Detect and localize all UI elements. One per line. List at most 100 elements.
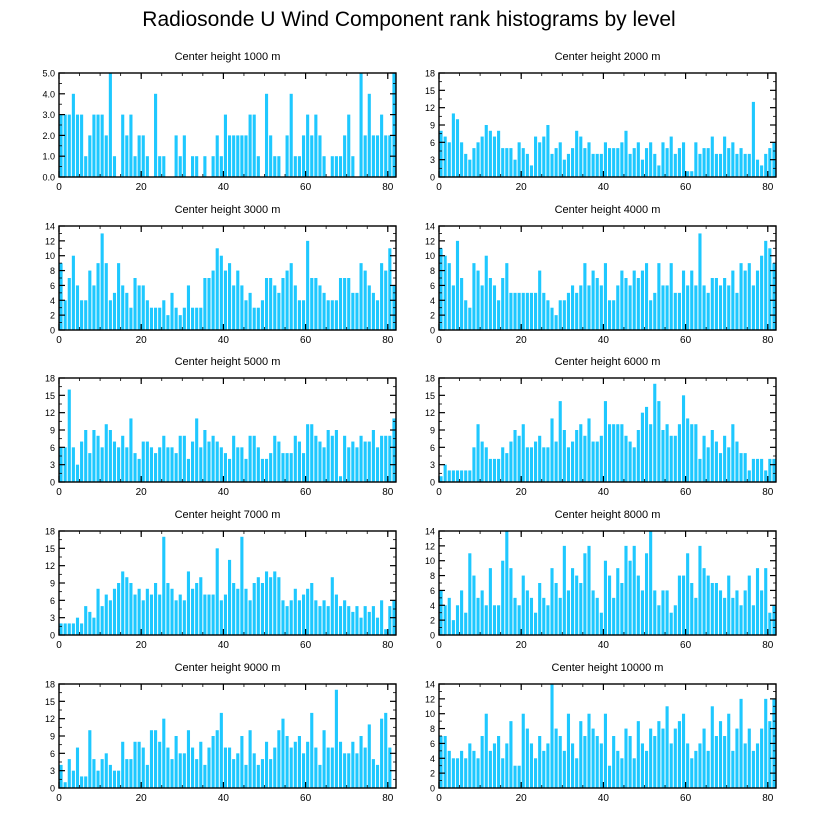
histogram-bar xyxy=(509,292,513,330)
histogram-bar xyxy=(624,728,628,788)
histogram-bar xyxy=(735,292,739,330)
histogram-bar xyxy=(264,278,269,330)
histogram-bar xyxy=(591,590,595,635)
histogram-bar xyxy=(772,458,776,482)
histogram-bar xyxy=(464,153,468,177)
y-tick-label: 9 xyxy=(430,426,435,436)
histogram-bar xyxy=(755,743,760,788)
histogram-bar xyxy=(170,447,174,482)
histogram-bar xyxy=(599,153,603,177)
histogram-bar xyxy=(464,758,468,788)
histogram-bar xyxy=(686,418,690,482)
histogram-bar xyxy=(542,292,546,330)
histogram-bar xyxy=(460,590,464,635)
histogram-bar xyxy=(96,263,100,330)
histogram-bar xyxy=(476,270,480,330)
histogram-bar xyxy=(472,750,476,788)
histogram-bar xyxy=(273,285,277,330)
y-tick-label: 12 xyxy=(45,561,55,571)
histogram-bar xyxy=(690,583,694,635)
histogram-bar xyxy=(63,114,67,177)
histogram-bar xyxy=(755,568,760,635)
x-tick-label: 0 xyxy=(436,793,442,804)
y-tick-label: 15 xyxy=(45,391,55,401)
y-tick-label: 12 xyxy=(425,541,435,551)
histogram-bar xyxy=(599,612,603,635)
histogram-bar xyxy=(338,476,343,482)
histogram-bar xyxy=(455,758,460,788)
panel-title: Center height 9000 m xyxy=(175,662,281,674)
histogram-bar xyxy=(182,307,186,330)
histogram-bar xyxy=(603,401,607,482)
histogram-bar xyxy=(751,605,755,635)
x-tick-label: 0 xyxy=(56,335,62,346)
histogram-bar xyxy=(546,300,550,330)
y-tick-label: 12 xyxy=(425,408,435,418)
x-tick-label: 40 xyxy=(218,487,230,498)
histogram-bar xyxy=(476,597,480,635)
histogram-bar xyxy=(256,156,260,177)
histogram-bar xyxy=(702,568,706,635)
y-tick-label: 5.0 xyxy=(42,69,55,79)
histogram-bar xyxy=(579,721,583,788)
histogram-bar xyxy=(747,575,751,635)
histogram-bar xyxy=(595,278,599,330)
histogram-bar xyxy=(472,447,476,482)
histogram-bar xyxy=(100,114,104,177)
histogram-bar xyxy=(480,590,484,635)
histogram-bar xyxy=(219,255,223,330)
histogram-bar xyxy=(133,453,137,482)
histogram-bar xyxy=(338,606,343,635)
y-tick-label: 9 xyxy=(430,121,435,131)
histogram-bar xyxy=(186,571,191,635)
histogram-bar xyxy=(355,447,359,482)
histogram-bar xyxy=(248,730,252,788)
histogram-bar xyxy=(306,588,310,635)
histogram-bar xyxy=(760,590,764,635)
histogram-bar xyxy=(653,292,657,330)
histogram-bar xyxy=(244,764,248,788)
panel-title: Center height 1000 m xyxy=(175,51,281,63)
histogram-bar xyxy=(624,278,628,330)
histogram-bar xyxy=(447,142,451,177)
histogram-bar xyxy=(468,470,472,482)
histogram-bar xyxy=(554,441,558,482)
histogram-bar xyxy=(84,606,88,635)
histogram-bar xyxy=(384,435,388,482)
histogram-bar xyxy=(608,300,612,330)
histogram-bar xyxy=(92,114,96,177)
histogram-bar xyxy=(273,435,277,482)
histogram-bar xyxy=(649,300,653,330)
histogram-bar xyxy=(326,747,330,788)
histogram-bar xyxy=(714,583,718,635)
y-tick-label: 0 xyxy=(430,478,435,488)
histogram-bar xyxy=(112,292,117,330)
histogram-bar xyxy=(211,270,215,330)
histogram-bar xyxy=(310,278,314,330)
histogram-bar xyxy=(310,583,314,635)
histogram-bar xyxy=(375,447,380,482)
histogram-bar xyxy=(562,545,566,635)
histogram-bar xyxy=(743,153,747,177)
histogram-bar xyxy=(170,292,174,330)
histogram-bar xyxy=(207,278,211,330)
histogram-bar xyxy=(517,435,521,482)
histogram-bar xyxy=(162,435,166,482)
histogram-bar xyxy=(439,476,443,482)
histogram-panel-4: Center height 4000 m 0 20 40 60 80 0 2 4 6 8 10 12 14 xyxy=(425,204,777,346)
x-tick-label: 80 xyxy=(762,487,774,498)
histogram-bar xyxy=(371,759,375,788)
histogram-bar xyxy=(121,285,125,330)
histogram-bar xyxy=(595,597,599,635)
y-tick-label: 3 xyxy=(430,155,435,165)
histogram-panel-1: Center height 1000 m 0 20 40 60 80 0.0 1.0 2.0 3.… xyxy=(42,51,397,193)
histogram-bar xyxy=(145,300,149,330)
histogram-bar xyxy=(460,470,464,482)
histogram-bar xyxy=(260,300,264,330)
histogram-bar xyxy=(768,248,772,330)
histogram-bar xyxy=(632,148,636,177)
histogram-bar xyxy=(125,577,129,635)
histogram-bar xyxy=(252,583,256,635)
x-tick-label: 80 xyxy=(382,335,394,346)
